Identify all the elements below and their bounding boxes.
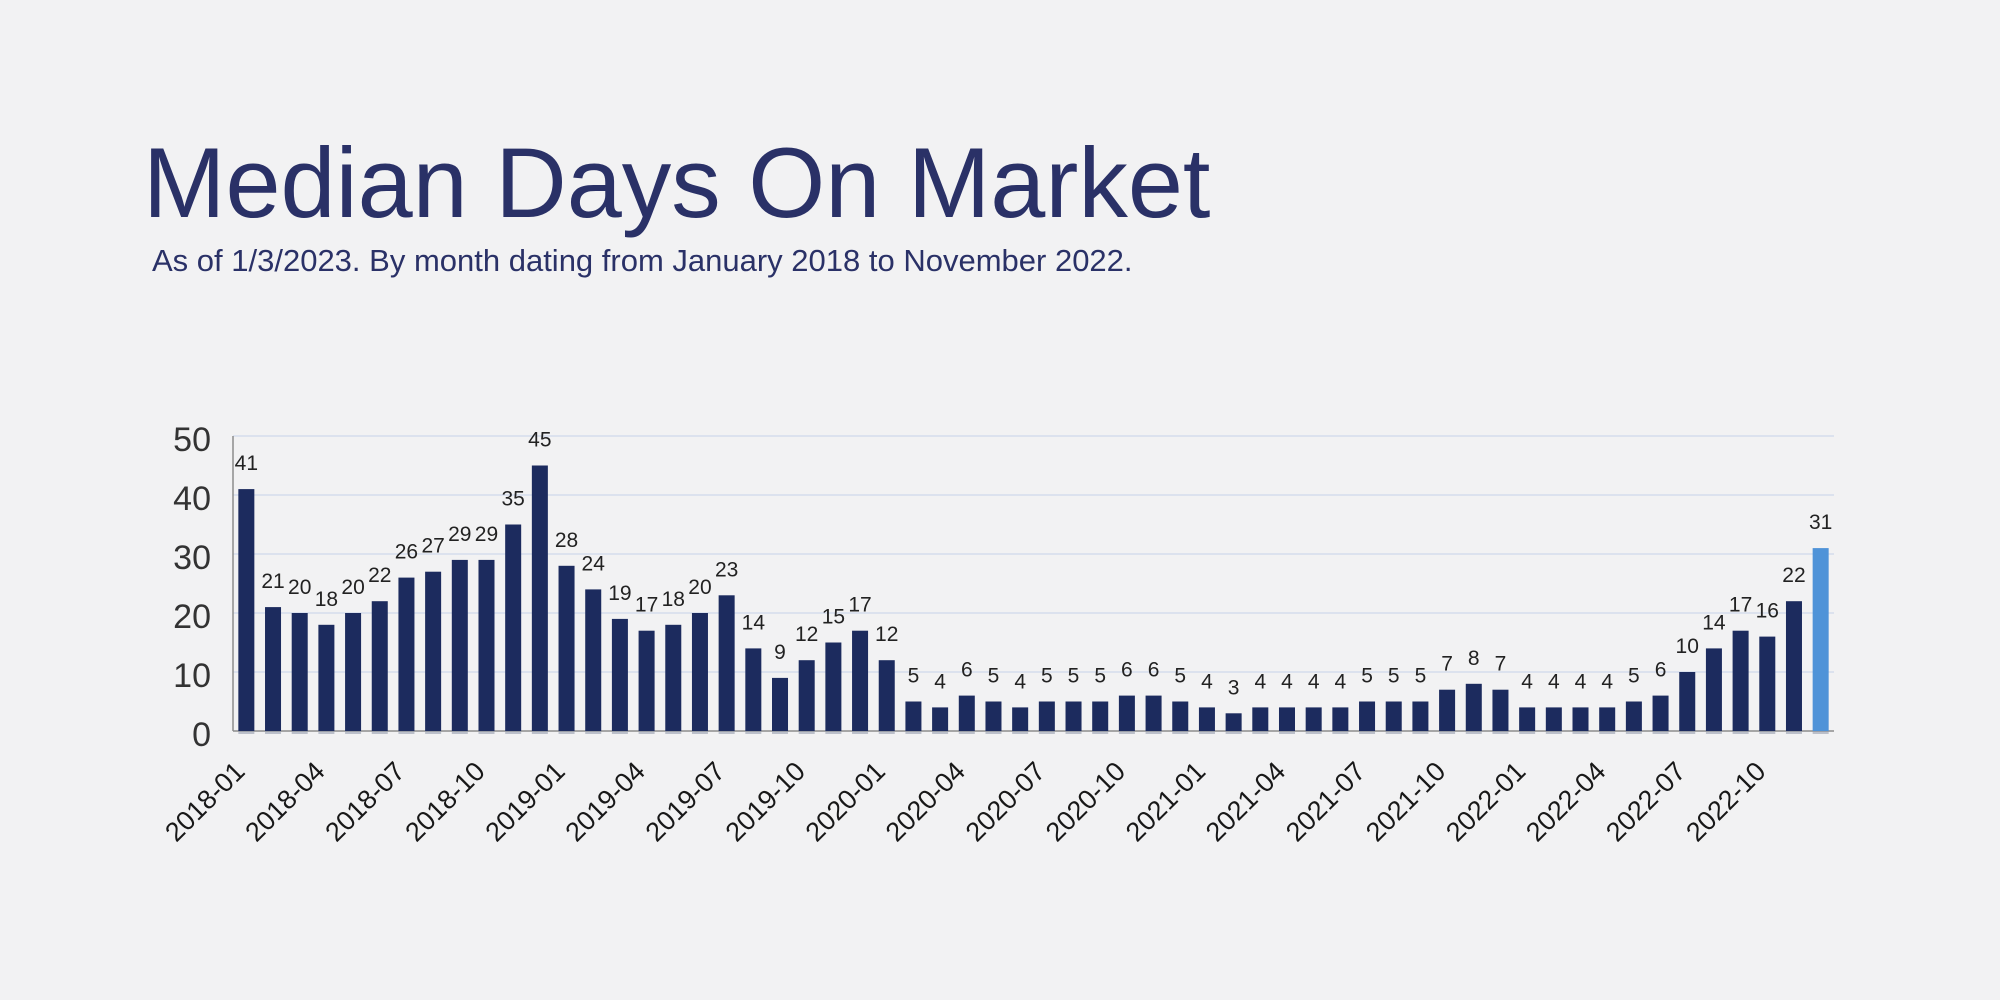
svg-text:27: 27 xyxy=(421,535,444,558)
svg-text:3: 3 xyxy=(1228,676,1240,699)
svg-text:7: 7 xyxy=(1495,653,1507,676)
svg-text:5: 5 xyxy=(1041,665,1053,688)
svg-text:2022-01: 2022-01 xyxy=(1440,756,1531,847)
svg-text:2018-10: 2018-10 xyxy=(399,756,490,847)
svg-text:2018-04: 2018-04 xyxy=(239,756,330,847)
svg-text:4: 4 xyxy=(934,670,946,693)
svg-text:18: 18 xyxy=(662,588,685,611)
svg-text:22: 22 xyxy=(368,564,391,587)
svg-text:41: 41 xyxy=(235,452,258,475)
svg-text:2021-10: 2021-10 xyxy=(1360,756,1451,847)
svg-text:20: 20 xyxy=(288,576,311,599)
svg-text:5: 5 xyxy=(908,665,920,688)
svg-text:6: 6 xyxy=(1121,659,1133,682)
svg-text:5: 5 xyxy=(1628,665,1640,688)
svg-text:5: 5 xyxy=(1068,665,1080,688)
svg-text:2019-04: 2019-04 xyxy=(560,756,651,847)
svg-text:8: 8 xyxy=(1468,647,1480,670)
svg-text:6: 6 xyxy=(961,659,973,682)
svg-text:24: 24 xyxy=(582,552,606,575)
svg-text:4: 4 xyxy=(1014,670,1026,693)
svg-text:17: 17 xyxy=(635,594,658,617)
svg-text:2022-07: 2022-07 xyxy=(1600,756,1691,847)
svg-text:7: 7 xyxy=(1441,653,1453,676)
svg-text:2019-01: 2019-01 xyxy=(480,756,571,847)
svg-text:6: 6 xyxy=(1148,659,1160,682)
svg-text:5: 5 xyxy=(1174,665,1186,688)
svg-text:2022-04: 2022-04 xyxy=(1520,756,1611,847)
svg-text:2018-07: 2018-07 xyxy=(319,756,410,847)
svg-text:21: 21 xyxy=(261,570,284,593)
svg-text:4: 4 xyxy=(1254,670,1266,693)
svg-text:5: 5 xyxy=(1388,665,1400,688)
svg-text:4: 4 xyxy=(1201,670,1213,693)
svg-text:4: 4 xyxy=(1521,670,1533,693)
svg-text:2020-01: 2020-01 xyxy=(800,756,891,847)
svg-text:2022-10: 2022-10 xyxy=(1680,756,1771,847)
svg-text:4: 4 xyxy=(1575,670,1587,693)
svg-text:4: 4 xyxy=(1601,670,1613,693)
svg-text:2018-01: 2018-01 xyxy=(159,756,250,847)
svg-text:12: 12 xyxy=(795,623,818,646)
svg-text:4: 4 xyxy=(1335,670,1347,693)
svg-text:20: 20 xyxy=(173,598,211,636)
svg-text:17: 17 xyxy=(848,594,871,617)
svg-text:20: 20 xyxy=(688,576,711,599)
svg-text:17: 17 xyxy=(1729,594,1752,617)
svg-text:2021-07: 2021-07 xyxy=(1280,756,1371,847)
svg-text:5: 5 xyxy=(1094,665,1106,688)
svg-text:18: 18 xyxy=(315,588,338,611)
svg-text:2020-07: 2020-07 xyxy=(960,756,1051,847)
svg-text:2021-04: 2021-04 xyxy=(1200,756,1291,847)
svg-text:0: 0 xyxy=(192,716,211,754)
svg-text:19: 19 xyxy=(608,582,631,605)
svg-text:9: 9 xyxy=(774,641,786,664)
svg-text:40: 40 xyxy=(173,480,211,518)
svg-text:5: 5 xyxy=(1415,665,1427,688)
svg-text:30: 30 xyxy=(173,539,211,577)
svg-text:28: 28 xyxy=(555,529,578,552)
svg-text:14: 14 xyxy=(742,611,766,634)
svg-text:12: 12 xyxy=(875,623,898,646)
svg-text:2021-01: 2021-01 xyxy=(1120,756,1211,847)
svg-text:5: 5 xyxy=(1361,665,1373,688)
svg-text:2019-07: 2019-07 xyxy=(640,756,731,847)
svg-text:31: 31 xyxy=(1809,511,1832,534)
svg-text:29: 29 xyxy=(475,523,498,546)
svg-text:29: 29 xyxy=(448,523,471,546)
svg-text:22: 22 xyxy=(1782,564,1805,587)
svg-text:5: 5 xyxy=(988,665,1000,688)
svg-text:2020-04: 2020-04 xyxy=(880,756,971,847)
svg-text:50: 50 xyxy=(173,421,211,459)
svg-text:45: 45 xyxy=(528,429,551,452)
svg-text:10: 10 xyxy=(173,657,211,695)
svg-text:4: 4 xyxy=(1548,670,1560,693)
svg-text:14: 14 xyxy=(1702,611,1726,634)
svg-text:16: 16 xyxy=(1756,600,1779,623)
svg-text:35: 35 xyxy=(501,488,524,511)
svg-text:6: 6 xyxy=(1655,659,1667,682)
svg-text:4: 4 xyxy=(1281,670,1293,693)
svg-text:26: 26 xyxy=(395,541,418,564)
svg-text:15: 15 xyxy=(822,606,845,629)
svg-text:2019-10: 2019-10 xyxy=(720,756,811,847)
svg-text:20: 20 xyxy=(341,576,364,599)
svg-text:23: 23 xyxy=(715,558,738,581)
svg-text:10: 10 xyxy=(1676,635,1699,658)
svg-text:4: 4 xyxy=(1308,670,1320,693)
svg-text:2020-10: 2020-10 xyxy=(1040,756,1131,847)
